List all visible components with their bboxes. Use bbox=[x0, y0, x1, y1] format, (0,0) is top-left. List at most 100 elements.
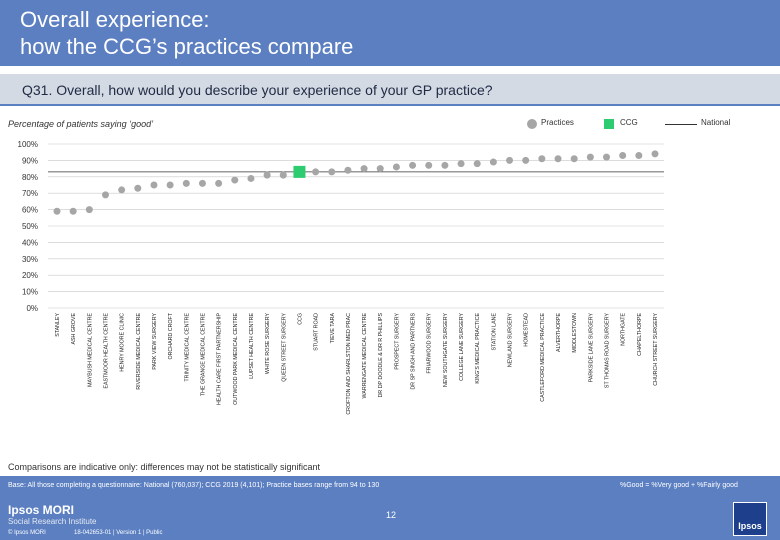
practice-point bbox=[457, 160, 465, 168]
x-category-label: CCG bbox=[297, 313, 303, 325]
practice-point bbox=[506, 156, 514, 164]
y-tick-label: 50% bbox=[22, 222, 38, 231]
practice-point bbox=[231, 176, 239, 184]
page-title: Overall experience: how the CCG’s practi… bbox=[20, 6, 353, 60]
y-tick-label: 10% bbox=[22, 288, 38, 297]
y-tick-label: 40% bbox=[22, 238, 38, 247]
x-category-label: TIEVE TARA bbox=[330, 313, 336, 344]
x-category-label: HENRY MOORE CLINIC bbox=[120, 313, 126, 372]
ipsos-mori-logo: Ipsos MORI bbox=[8, 503, 75, 517]
x-category-label: RIVERSIDE MEDICAL CENTRE bbox=[136, 313, 142, 390]
practice-point bbox=[215, 179, 223, 187]
practice-point bbox=[101, 191, 109, 199]
y-tick-label: 100% bbox=[18, 140, 38, 149]
ipsos-brand-box: Ipsos bbox=[733, 502, 767, 536]
practice-point bbox=[619, 151, 627, 159]
practice-point bbox=[409, 161, 417, 169]
x-category-label: MAYBUSH MEDICAL CENTRE bbox=[87, 313, 93, 387]
x-category-label: HEALTH CARE FIRST PARTNERSHIP bbox=[217, 313, 223, 405]
practice-point bbox=[150, 181, 158, 189]
practice-point bbox=[441, 161, 449, 169]
ccg-point bbox=[293, 165, 306, 178]
x-category-label: STATION LANE bbox=[491, 313, 497, 351]
practice-point bbox=[312, 168, 320, 176]
practice-point bbox=[376, 165, 384, 173]
x-category-label: NORTHGATE bbox=[621, 313, 627, 346]
x-category-label: STANLEY bbox=[55, 313, 61, 337]
legend-practices-label: Practices bbox=[541, 118, 574, 127]
good-formula: %Good = %Very good + %Fairly good bbox=[620, 482, 738, 489]
practice-point bbox=[425, 161, 433, 169]
x-category-label: STUART ROAD bbox=[314, 313, 320, 351]
x-category-label: PROSPECT SURGERY bbox=[394, 313, 400, 370]
x-category-label: DR SP SINGH AND PARTNERS bbox=[411, 313, 417, 390]
practice-point bbox=[489, 158, 497, 166]
x-category-label: EASTMOOR HEALTH CENTRE bbox=[103, 313, 109, 389]
y-tick-label: 80% bbox=[22, 173, 38, 182]
legend-practices-marker bbox=[527, 119, 537, 129]
practice-point bbox=[651, 150, 659, 158]
practice-point bbox=[118, 186, 126, 194]
practice-point bbox=[473, 160, 481, 168]
chart-subtitle: Percentage of patients saying ‘good’ bbox=[8, 119, 154, 129]
x-category-label: CHURCH STREET SURGERY bbox=[653, 313, 659, 386]
x-category-label: COLLEGE LANE SURGERY bbox=[459, 313, 465, 381]
institute-name: Social Research Institute bbox=[8, 517, 97, 526]
header-band bbox=[0, 0, 780, 66]
legend-ccg-label: CCG bbox=[620, 118, 638, 127]
copyright-text: © Ipsos MORI bbox=[8, 530, 46, 536]
x-category-label: THE GRANGE MEDICAL CENTRE bbox=[200, 313, 206, 397]
legend-national-line bbox=[665, 124, 697, 125]
x-category-label: CHAPELTHORPE bbox=[637, 313, 643, 356]
practice-point bbox=[279, 171, 287, 179]
practice-point bbox=[247, 174, 255, 182]
practice-point bbox=[263, 171, 271, 179]
x-category-label: TRINITY MEDICAL CENTRE bbox=[184, 313, 190, 382]
x-category-label: QUEEN STREET SURGERY bbox=[281, 313, 287, 382]
question-text: Q31. Overall, how would you describe you… bbox=[22, 82, 493, 98]
practice-point bbox=[360, 165, 368, 173]
x-category-label: NEWLAND SURGERY bbox=[508, 313, 514, 368]
x-category-label: CROFTON AND SHARLSTON MED PRAC bbox=[346, 313, 352, 415]
x-category-label: WARRENGATE MEDICAL CENTRE bbox=[362, 313, 368, 399]
y-tick-label: 30% bbox=[22, 255, 38, 264]
practice-point bbox=[554, 155, 562, 163]
x-category-label: MIDDLESTOWN bbox=[572, 313, 578, 353]
practice-point bbox=[603, 153, 611, 161]
x-category-label: LUPSET HEALTH CENTRE bbox=[249, 313, 255, 379]
practice-comparison-chart: 0% 10% 20% 30% 40% 50% 60% 70% 80% 90% 100% STANLEY… bbox=[18, 140, 664, 415]
x-category-label: PARK VIEW SURGERY bbox=[152, 313, 158, 370]
practice-point bbox=[522, 156, 530, 164]
practice-point bbox=[570, 155, 578, 163]
legend-national-label: National bbox=[701, 118, 731, 127]
practice-point bbox=[166, 181, 174, 189]
practice-point bbox=[69, 207, 77, 215]
practice-point bbox=[134, 184, 142, 192]
practice-point bbox=[85, 206, 93, 214]
x-category-label: WHITE ROSE SURGERY bbox=[265, 313, 271, 375]
y-tick-label: 70% bbox=[22, 189, 38, 198]
significance-note: Comparisons are indicative only: differe… bbox=[8, 462, 320, 472]
practice-point bbox=[198, 179, 206, 187]
base-text: Base: All those completing a questionnai… bbox=[8, 482, 380, 489]
page-number: 12 bbox=[386, 510, 397, 520]
y-tick-label: 90% bbox=[22, 156, 38, 165]
practice-point bbox=[344, 166, 352, 174]
practice-point bbox=[392, 163, 400, 171]
practice-point bbox=[538, 155, 546, 163]
practice-point bbox=[182, 179, 190, 187]
practice-point bbox=[328, 168, 336, 176]
practice-point bbox=[586, 153, 594, 161]
job-reference: 18-042653-01 | Version 1 | Public bbox=[74, 530, 163, 536]
x-category-label: ORCHARD CROFT bbox=[168, 312, 174, 359]
y-tick-label: 20% bbox=[22, 271, 38, 280]
title-line-1: Overall experience: bbox=[20, 7, 210, 32]
x-category-label: DR DP DOODLE & DR R PHILLIPS bbox=[378, 313, 384, 398]
x-category-label: ALVERTHORPE bbox=[556, 313, 562, 352]
x-category-label: OUTWOOD PARK MEDICAL CENTRE bbox=[233, 313, 239, 405]
y-tick-label: 0% bbox=[26, 304, 38, 313]
x-category-label: NEW SOUTHGATE SURGERY bbox=[443, 313, 449, 387]
practice-point bbox=[635, 151, 643, 159]
x-category-label: CASTLEFORD MEDICAL PRACTICE bbox=[540, 313, 546, 402]
title-line-2: how the CCG’s practices compare bbox=[20, 34, 354, 59]
